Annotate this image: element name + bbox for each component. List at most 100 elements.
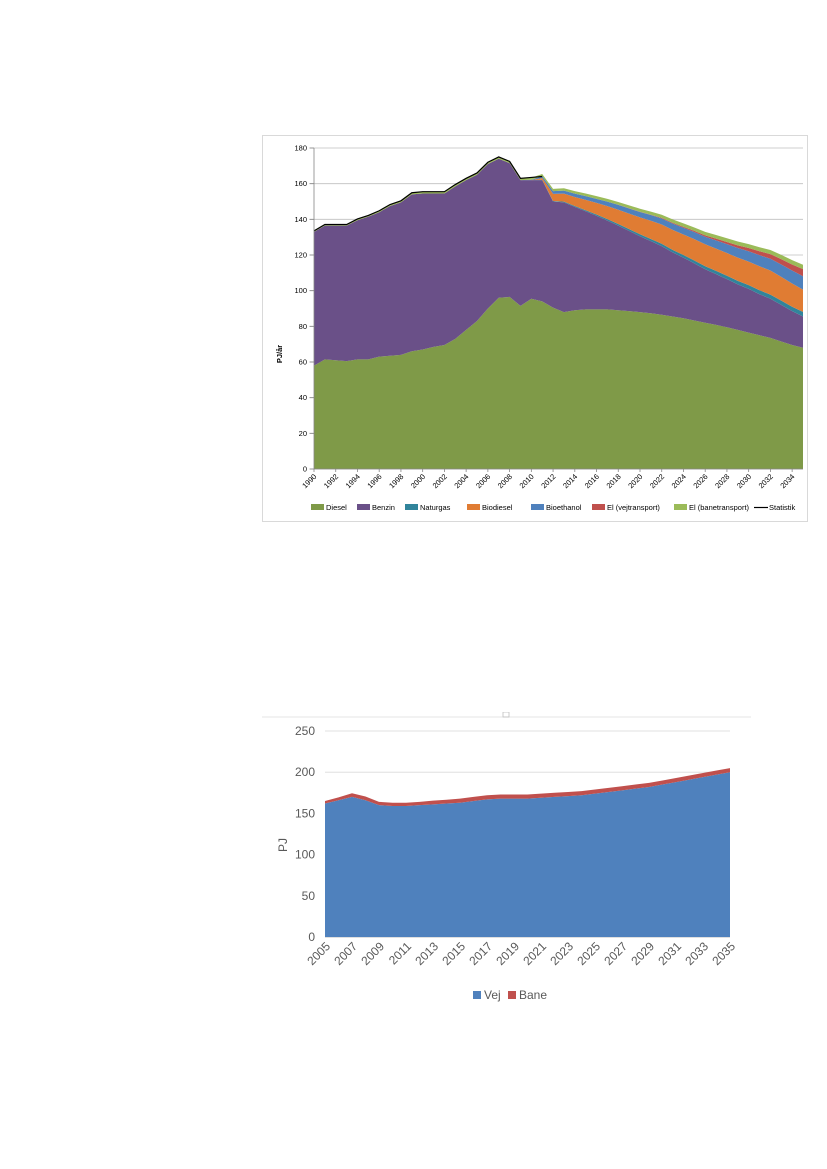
chart1-x-tick-label: 2016 [583,472,601,490]
chart1-legend-swatch [674,504,687,510]
chart2-x-tick-label: 2011 [386,939,414,967]
chart1-legend-swatch [467,504,480,510]
chart1-legend-label: Naturgas [420,503,451,512]
chart1-y-tick-label: 60 [299,358,307,367]
chart2-legend-swatch [473,991,481,999]
chart2-y-tick-labels: 0 50 100 150 200 250 [295,724,315,944]
chart1-x-tick-label: 2006 [474,472,492,490]
chart2-y-tick-label: 200 [295,765,315,779]
chart1-x-tick-label: 2008 [496,472,514,490]
chart1-y-tick-label: 100 [294,286,307,295]
chart1-x-tick-label: 2018 [605,472,623,490]
chart2-x-tick-labels: 2005200720092011201320152017201920212023… [304,939,738,968]
chart1-y-tick-label: 180 [294,144,307,153]
chart1-legend-label: Diesel [326,503,347,512]
chart1-x-tick-label: 1996 [365,472,383,490]
chart1-x-tick-label: 2026 [691,472,709,490]
chart1-axes [310,147,803,470]
chart1-y-tick-labels: 0 20 40 60 80 100 120 140 160 180 [294,144,307,474]
chart2-x-tick-label: 2029 [628,939,657,968]
chart2-x-tick-label: 2021 [520,939,549,968]
chart1-x-tick-label: 2012 [539,472,557,490]
chart1-legend-swatch [311,504,324,510]
chart2-x-tick-label: 2013 [412,939,441,968]
chart1-line-statistik [313,156,543,232]
chart1-legend-item-el-banetransport: El (banetransport) [674,503,750,512]
chart1-legend-swatch [357,504,370,510]
chart1-legend-item-benzin: Benzin [357,503,395,512]
chart1-legend-swatch [405,504,418,510]
chart1-area-benzin [314,158,803,366]
chart1-x-tick-labels: 1990 1992 1994 1996 1998 2000 2002 2004 2006 2008… [300,469,797,490]
chart1-y-tick-label: 80 [299,322,307,331]
chart1-y-tick-label: 140 [294,215,307,224]
chart1-legend-label: Bioethanol [546,503,582,512]
chart2-handle-icon [502,712,510,718]
chart1-x-tick-label: 2030 [735,472,753,490]
chart2-x-tick-label: 2015 [439,939,468,968]
chart1-x-tick-label: 1990 [300,472,318,490]
chart1-legend-label: El (vejtransport) [607,503,660,512]
chart1-x-tick-label: 2010 [518,472,536,490]
chart2-legend: Vej Bane [473,988,547,1002]
chart1-legend-item-el-vejtransport: El (vejtransport) [592,503,660,512]
chart1-x-tick-label: 2004 [452,472,470,490]
chart1-legend-item-naturgas: Naturgas [405,503,451,512]
chart2-y-tick-label: 50 [302,889,316,903]
chart1-legend-item-diesel: Diesel [311,503,347,512]
chart2-x-tick-label: 2017 [466,939,495,968]
chart1-legend: Diesel Benzin Naturgas Biodiesel Bioethanol E… [311,503,796,512]
chart2-x-tick-label: 2031 [655,939,684,968]
chart1-x-tick-label: 2000 [409,472,427,490]
chart2-y-axis-label: PJ [276,838,290,852]
chart1-x-tick-label: 2022 [648,472,666,490]
chart2-y-tick-label: 100 [295,848,315,862]
chart1-legend-label: El (banetransport) [689,503,750,512]
chart2-legend-label: Bane [519,988,547,1002]
chart2-x-tick-label: 2033 [682,939,711,968]
chart1-y-tick-label: 120 [294,251,307,260]
chart1-legend-swatch [531,504,544,510]
chart1-legend-item-bioethanol: Bioethanol [531,503,582,512]
chart2-y-tick-label: 250 [295,724,315,738]
chart1-x-tick-label: 2032 [757,472,775,490]
chart2-x-tick-label: 2007 [331,939,360,968]
chart1-legend-swatch [592,504,605,510]
chart1-x-tick-label: 2002 [431,472,449,490]
chart1-y-tick-label: 0 [303,465,307,474]
chart2-areas [325,768,730,937]
chart2-legend-item-bane: Bane [508,988,547,1002]
chart1-x-tick-label: 2028 [713,472,731,490]
chart1-area-diesel [314,296,803,469]
chart2-y-tick-label: 150 [295,806,315,820]
energy-by-mode-chart: 0 50 100 150 200 250 200520072009201120132015… [262,712,751,1002]
chart1-legend-label: Benzin [372,503,395,512]
chart2-legend-item-vej: Vej [473,988,501,1002]
chart1-y-tick-label: 40 [299,393,307,402]
chart2-x-tick-label: 2025 [574,939,603,968]
chart1-legend-label: Statistik [769,503,796,512]
chart2-y-tick-label: 0 [308,930,315,944]
chart2-x-tick-label: 2027 [601,939,630,968]
chart1-x-tick-label: 1992 [322,472,340,490]
chart1-y-axis-label: PJ/år [275,345,284,363]
chart2-x-tick-label: 2009 [358,939,387,968]
chart1-statistik-line [313,156,543,232]
chart2-x-tick-label: 2023 [547,939,576,968]
chart2-x-tick-label: 2035 [709,939,738,968]
chart1-y-tick-label: 20 [299,429,307,438]
energy-consumption-by-fuel-chart: 0 20 40 60 80 100 120 140 160 180 1990 1992 1994 199… [262,135,808,522]
chart2-area-vej [325,772,730,937]
chart2-x-tick-label: 2019 [493,939,522,968]
chart1-legend-item-statistik: Statistik [754,503,796,512]
chart1-x-tick-label: 2020 [626,472,644,490]
chart2-legend-swatch [508,991,516,999]
chart1-x-tick-label: 1994 [344,472,362,490]
chart1-y-tick-label: 160 [294,179,307,188]
chart1-x-tick-label: 1998 [387,472,405,490]
chart2-legend-label: Vej [484,988,501,1002]
chart1-x-tick-label: 2034 [778,472,796,490]
chart1-x-tick-label: 2014 [561,472,579,490]
chart1-areas [314,156,803,469]
